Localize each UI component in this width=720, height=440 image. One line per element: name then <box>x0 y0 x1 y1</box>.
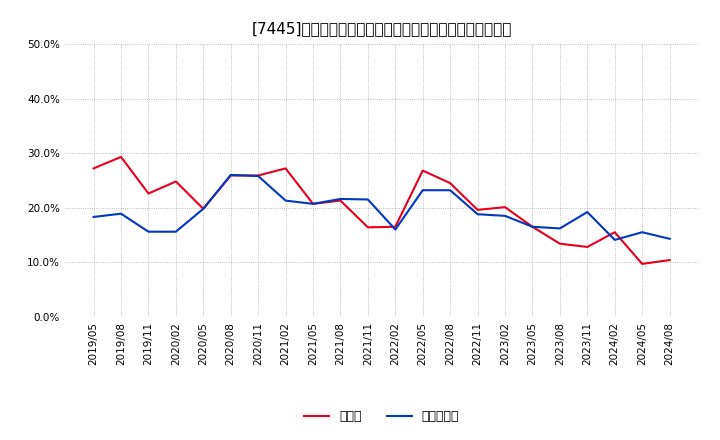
有利子負債 <box>638 230 647 235</box>
現頲金 <box>638 261 647 267</box>
現頲金 <box>171 179 180 184</box>
有利子負債 <box>446 187 454 193</box>
現頲金 <box>418 168 427 173</box>
有利子負債 <box>611 237 619 242</box>
有利子負債 <box>391 227 400 232</box>
現頲金 <box>556 241 564 246</box>
有利子負債 <box>226 172 235 178</box>
現頲金 <box>473 207 482 213</box>
有利子負債 <box>364 197 372 202</box>
Title: [7445]　現頲金、有利子負債の総資産に対する比率の推移: [7445] 現頲金、有利子負債の総資産に対する比率の推移 <box>251 21 512 36</box>
有利子負債 <box>254 173 263 179</box>
有利子負債 <box>556 226 564 231</box>
有利子負債 <box>500 213 509 219</box>
現頲金 <box>282 166 290 171</box>
有利子負債 <box>117 211 125 216</box>
現頲金 <box>144 191 153 196</box>
現頲金 <box>309 201 318 206</box>
現頲金 <box>528 224 537 229</box>
Line: 現頲金: 現頲金 <box>94 157 670 264</box>
有利子負債 <box>171 229 180 235</box>
有利子負債 <box>418 187 427 193</box>
有利子負債 <box>665 236 674 242</box>
有利子負債 <box>199 206 207 211</box>
有利子負債 <box>282 198 290 203</box>
現頲金 <box>89 166 98 171</box>
有利子負債 <box>89 214 98 220</box>
現頲金 <box>254 173 263 178</box>
現頲金 <box>391 224 400 229</box>
現頲金 <box>199 206 207 211</box>
有利子負債 <box>309 201 318 206</box>
Legend: 現頲金, 有利子負債: 現頲金, 有利子負債 <box>304 411 459 423</box>
現頲金 <box>336 198 345 203</box>
有利子負債 <box>583 209 592 215</box>
現頲金 <box>226 173 235 178</box>
現頲金 <box>364 225 372 230</box>
Line: 有利子負債: 有利子負債 <box>94 175 670 240</box>
現頲金 <box>611 230 619 235</box>
現頲金 <box>500 205 509 210</box>
有利子負債 <box>473 212 482 217</box>
現頲金 <box>117 154 125 160</box>
現頲金 <box>665 257 674 263</box>
有利子負債 <box>336 196 345 202</box>
有利子負債 <box>144 229 153 235</box>
現頲金 <box>446 180 454 186</box>
現頲金 <box>583 244 592 249</box>
有利子負債 <box>528 224 537 229</box>
